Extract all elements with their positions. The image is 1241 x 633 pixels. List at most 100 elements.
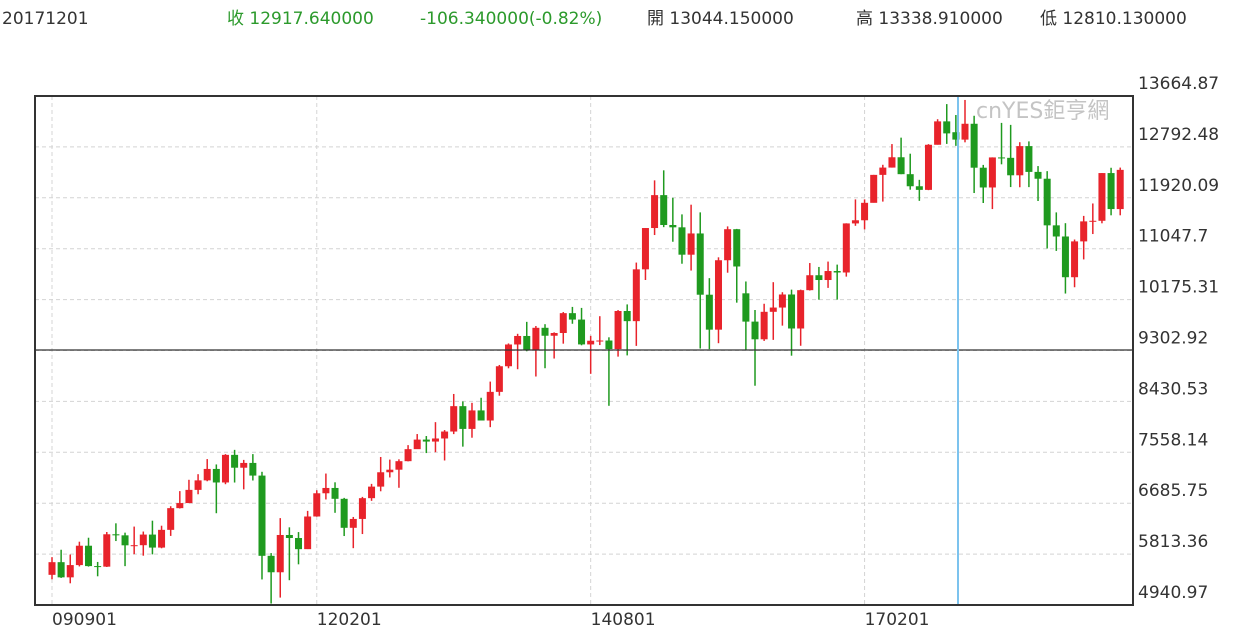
candle-body	[870, 174, 878, 203]
candle-body	[970, 123, 978, 168]
candle-body	[103, 534, 111, 567]
candle-body	[1089, 220, 1097, 222]
candle-body	[285, 534, 293, 539]
candle-body	[349, 518, 357, 528]
y-tick-label: 13664.87	[1138, 74, 1219, 94]
candle-body	[1107, 173, 1115, 210]
candle-body	[623, 310, 631, 322]
candle-body	[505, 344, 512, 367]
candle-body	[550, 332, 558, 336]
candle-body	[322, 487, 330, 494]
candle-body	[413, 439, 421, 450]
candle-body	[75, 545, 83, 566]
x-tick-label: 090901	[52, 610, 117, 630]
y-tick-label: 5813.36	[1138, 532, 1208, 552]
y-tick-label: 8430.53	[1138, 379, 1208, 399]
candle-body	[194, 480, 202, 490]
header-low-label: 低	[1040, 9, 1057, 29]
candle-body	[897, 157, 905, 175]
candle-body	[340, 498, 348, 528]
candle-body	[724, 229, 732, 261]
candle-body	[696, 233, 704, 295]
y-tick-label: 4940.97	[1138, 583, 1208, 603]
candle-body	[952, 132, 960, 140]
candle-body	[459, 406, 467, 429]
plot	[35, 95, 1133, 606]
header-close: 收 12917.640000	[227, 9, 374, 29]
header: 20171201 收 12917.640000 -106.340000(-0.8…	[2, 9, 1187, 29]
candle-body	[1016, 146, 1024, 176]
y-tick-label: 9302.92	[1138, 329, 1208, 349]
candle-body	[541, 327, 549, 336]
candle-body	[614, 310, 622, 350]
candle-body	[842, 223, 850, 273]
candle-body	[998, 157, 1006, 159]
candle-body	[632, 269, 640, 322]
candle-body	[258, 475, 266, 556]
candle-body	[596, 340, 604, 342]
candle-body	[934, 121, 942, 145]
header-open: 開 13044.150000	[647, 9, 794, 29]
candle-body	[57, 562, 65, 578]
candle-body	[1034, 171, 1042, 179]
candle-body	[851, 220, 859, 224]
candle-body	[176, 503, 184, 509]
candle-body	[450, 406, 458, 432]
candle-body	[404, 449, 412, 462]
y-tick-label: 11920.09	[1138, 176, 1219, 196]
candle-body	[212, 468, 220, 483]
candle-body	[760, 311, 768, 340]
candle-body	[532, 327, 540, 351]
candle-body	[431, 438, 439, 442]
header-high: 高 13338.910000	[856, 9, 1003, 29]
candle-body	[714, 260, 722, 330]
candle-body	[112, 534, 120, 536]
x-tick-label: 140801	[591, 610, 656, 630]
candle-body	[331, 487, 339, 499]
candle-body	[130, 545, 138, 547]
candle-body	[139, 534, 147, 546]
candle-body	[295, 538, 303, 550]
candle-body	[1080, 221, 1088, 242]
plot-frame	[34, 95, 1134, 606]
candle-body	[568, 313, 576, 320]
candle-body	[651, 195, 659, 229]
candle-body	[167, 508, 175, 530]
candle-body	[231, 454, 239, 468]
header-open-label: 開	[647, 9, 664, 29]
candle-body	[267, 555, 275, 573]
candle-body	[85, 545, 93, 567]
candle-body	[94, 566, 102, 568]
candle-body	[313, 493, 321, 517]
candle-body	[833, 271, 841, 273]
candle-body	[276, 534, 284, 573]
candle-body	[705, 294, 713, 330]
candle-body	[678, 227, 686, 255]
candle-body	[742, 293, 750, 322]
candle-body	[121, 535, 129, 546]
candle-body	[669, 224, 677, 228]
candle-body	[1061, 236, 1069, 278]
candle-body	[879, 167, 887, 175]
y-tick-label: 11047.7	[1138, 227, 1208, 247]
header-high-label: 高	[856, 9, 873, 29]
x-tick-label: 120201	[317, 610, 382, 630]
candle-body	[358, 498, 366, 519]
candle-body	[824, 271, 832, 281]
candle-body	[395, 461, 403, 470]
candle-body	[368, 486, 376, 499]
candle-body	[1071, 241, 1079, 278]
candle-body	[924, 144, 932, 190]
candle-body	[751, 321, 759, 340]
candle-body	[148, 534, 156, 548]
header-low: 低 12810.130000	[1040, 9, 1187, 29]
candle-body	[1052, 225, 1060, 237]
candle-body	[806, 275, 814, 291]
candle-body	[906, 174, 914, 187]
candle-body	[660, 195, 668, 225]
candle-body	[514, 335, 522, 345]
candle-body	[386, 469, 394, 473]
candle-body	[495, 366, 503, 392]
candle-body	[578, 319, 586, 345]
